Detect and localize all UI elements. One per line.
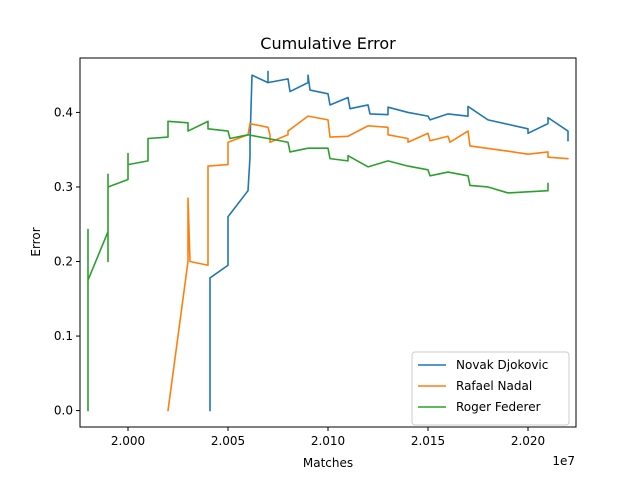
legend-label: Roger Federer xyxy=(456,400,541,414)
series-line-novak-djokovic xyxy=(209,70,569,412)
y-tick-label: 0.3 xyxy=(54,180,73,194)
series-line-roger-federer xyxy=(87,120,549,412)
y-tick-label: 0.2 xyxy=(54,255,73,269)
chart-title: Cumulative Error xyxy=(260,34,396,53)
legend-box xyxy=(411,351,570,426)
x-tick-label: 2.010 xyxy=(311,434,345,448)
y-axis: 0.0 0.1 0.2 0.3 0.4 xyxy=(54,105,80,418)
legend-label: Rafael Nadal xyxy=(456,379,532,393)
plot-area xyxy=(87,70,569,412)
legend: Novak Djokovic Rafael Nadal Roger Federer xyxy=(411,351,570,426)
y-tick-label: 0.4 xyxy=(54,105,73,119)
x-axis: 2.000 2.005 2.010 2.015 2.020 xyxy=(111,427,545,448)
series-line-rafael-nadal xyxy=(167,115,569,412)
legend-label: Novak Djokovic xyxy=(456,358,548,372)
y-tick-label: 0.1 xyxy=(54,329,73,343)
x-axis-offset-label: 1e7 xyxy=(552,454,575,468)
y-tick-label: 0.0 xyxy=(54,404,73,418)
x-tick-label: 2.020 xyxy=(511,434,545,448)
x-tick-label: 2.015 xyxy=(411,434,445,448)
x-axis-label: Matches xyxy=(303,456,353,470)
x-tick-label: 2.000 xyxy=(111,434,145,448)
y-axis-label: Error xyxy=(29,227,43,256)
x-tick-label: 2.005 xyxy=(211,434,245,448)
